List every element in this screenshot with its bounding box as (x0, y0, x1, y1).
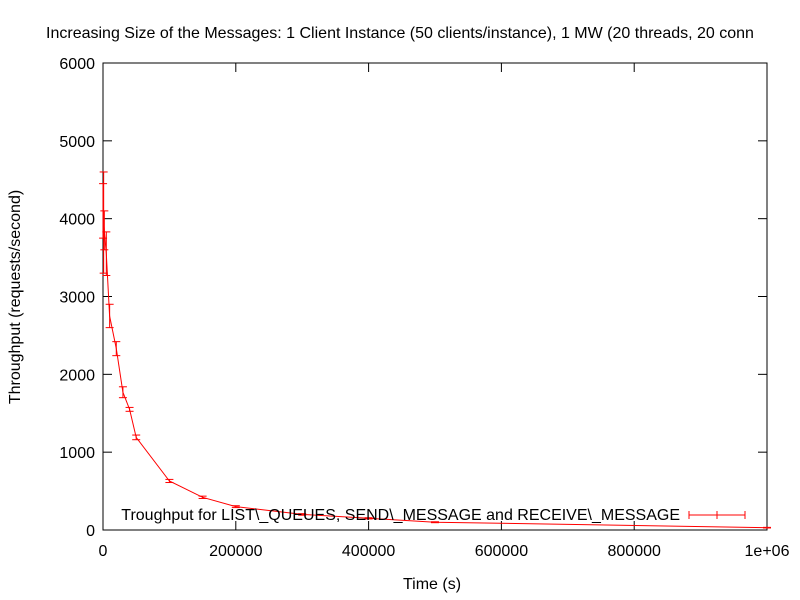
error-bar (102, 231, 111, 276)
chart-title: Increasing Size of the Messages: 1 Clien… (46, 25, 754, 42)
x-tick-label: 400000 (342, 543, 395, 560)
error-bar (125, 406, 134, 412)
error-bar (112, 341, 121, 357)
error-bar (298, 513, 307, 516)
y-tick-label: 0 (86, 523, 95, 540)
x-tick-label: 200000 (209, 543, 262, 560)
plot-frame (102, 62, 768, 531)
error-bar (132, 434, 141, 441)
error-bar (165, 478, 174, 484)
error-bar (763, 526, 771, 529)
legend-label: Troughput for LIST\_QUEUES, SEND\_MESSAG… (121, 507, 680, 524)
y-tick-label: 2000 (59, 367, 95, 384)
y-tick-label: 4000 (59, 212, 95, 229)
error-bar (364, 517, 373, 520)
series-layer (99, 171, 771, 529)
y-axis-ticks: 0 1000 2000 3000 4000 5000 6000 (59, 56, 767, 540)
y-axis-label: Throughput (requests/second) (7, 190, 24, 404)
x-tick-label: 800000 (608, 543, 661, 560)
series-line (102, 210, 768, 529)
x-axis-ticks: 0 200000 400000 600000 800000 1e+06 (99, 63, 790, 560)
legend-key (688, 511, 746, 519)
error-bar (431, 521, 439, 524)
legend: Troughput for LIST\_QUEUES, SEND\_MESSAG… (121, 507, 746, 524)
y-tick-label: 5000 (59, 134, 95, 151)
x-tick-label: 600000 (475, 543, 528, 560)
y-tick-label: 3000 (59, 290, 95, 307)
x-axis-label: Time (s) (403, 576, 461, 593)
error-bar (198, 495, 207, 499)
error-bar (105, 303, 114, 329)
error-bar (100, 210, 109, 251)
plot-border (102, 62, 768, 531)
error-bar (231, 505, 240, 509)
x-tick-label: 1e+06 (745, 543, 790, 560)
y-tick-label: 1000 (59, 445, 95, 462)
y-tick-label: 6000 (59, 56, 95, 73)
x-tick-label: 0 (99, 543, 108, 560)
error-bar (118, 386, 127, 399)
